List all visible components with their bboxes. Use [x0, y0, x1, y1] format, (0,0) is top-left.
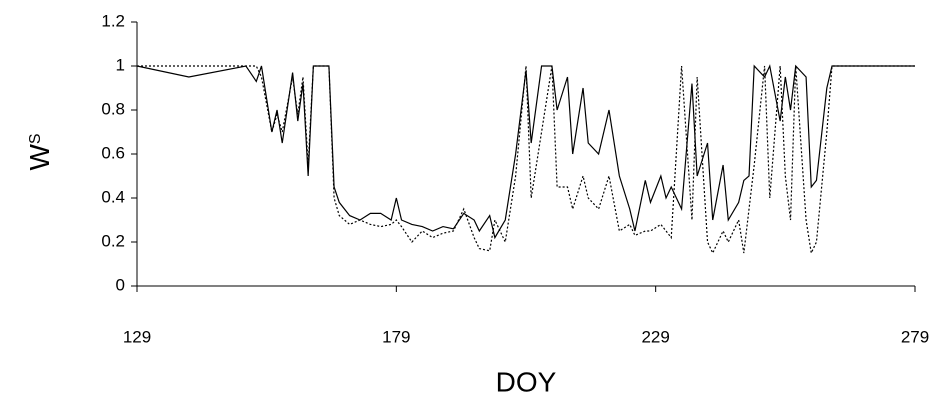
y-axis-label-subscript: S [27, 133, 44, 144]
x-tick-label: 129 [123, 327, 151, 346]
y-tick-label: 0.6 [101, 143, 125, 162]
y-axis-label: WS [24, 133, 55, 170]
x-axis-label: DOY [496, 366, 557, 397]
y-tick-label: 0.8 [101, 99, 125, 118]
y-tick-label: 0 [116, 275, 125, 294]
data-line [137, 65, 915, 256]
y-tick-label: 0.2 [101, 231, 125, 250]
y-tick-label: 0.4 [101, 187, 125, 206]
y-axis-label-main: W [24, 144, 55, 171]
y-tick-label: 1.2 [101, 11, 125, 30]
data-line [136, 64, 915, 240]
y-tick-label: 1 [116, 55, 125, 74]
x-tick-label: 279 [901, 327, 929, 346]
x-tick-label: 229 [641, 327, 669, 346]
x-tick-label: 179 [382, 327, 410, 346]
